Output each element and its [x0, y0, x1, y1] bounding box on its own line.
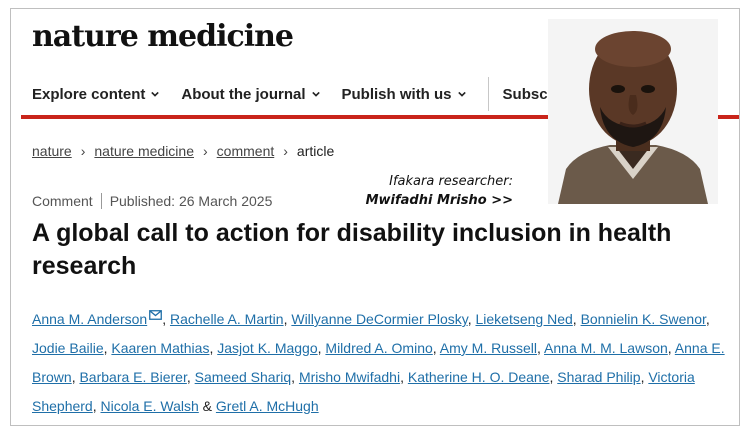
journal-logo[interactable]: nature medicine	[32, 19, 294, 54]
main-navigation: Explore content About the journal Publis…	[32, 77, 570, 111]
author-link[interactable]: Lieketseng Ned	[475, 311, 573, 327]
author-link[interactable]: Gretl A. McHugh	[215, 398, 319, 414]
author-link[interactable]: Anna M. M. Lawson	[544, 340, 668, 356]
author-link[interactable]: Nicola E. Walsh	[100, 398, 199, 414]
caption-line-1: Ifakara researcher:	[389, 174, 513, 189]
chevron-right-icon: ›	[203, 143, 208, 159]
author-separator: ,	[71, 369, 80, 385]
author-separator: ,	[467, 311, 476, 327]
author-link[interactable]: Sameed Shariq	[194, 369, 292, 385]
chevron-down-icon	[311, 91, 320, 97]
researcher-photo	[548, 19, 718, 204]
article-title: A global call to action for disability i…	[32, 219, 672, 280]
author-separator: ,	[572, 311, 581, 327]
nav-about-the-journal[interactable]: About the journal	[181, 85, 320, 103]
nav-divider	[487, 77, 489, 111]
author-separator: ,	[432, 340, 440, 356]
chevron-down-icon	[151, 91, 160, 97]
author-separator: ,	[186, 369, 195, 385]
breadcrumb-link-nature[interactable]: nature	[32, 143, 72, 159]
author-separator: ,	[549, 369, 558, 385]
portrait-illustration	[548, 19, 718, 204]
author-link[interactable]: Mrisho Mwifadhi	[298, 369, 401, 385]
chevron-down-icon	[457, 91, 466, 97]
breadcrumb: nature › nature medicine › comment › art…	[32, 143, 334, 159]
author-link[interactable]: Anna M. Anderson	[32, 311, 148, 327]
nav-explore-content[interactable]: Explore content	[32, 85, 160, 103]
author-separator: ,	[667, 340, 675, 356]
author-separator: ,	[640, 369, 649, 385]
nav-item-label: Explore content	[32, 85, 146, 103]
author-separator: ,	[162, 311, 170, 327]
author-link[interactable]: Barbara E. Bierer	[79, 369, 187, 385]
author-separator: ,	[291, 369, 299, 385]
article-type: Comment	[32, 193, 93, 209]
nav-item-label: Publish with us	[341, 85, 452, 103]
author-link[interactable]: Bonnielin K. Swenor	[580, 311, 706, 327]
author-separator: ,	[537, 340, 545, 356]
breadcrumb-link-comment[interactable]: comment	[216, 143, 275, 159]
nav-publish-with-us[interactable]: Publish with us	[342, 86, 466, 103]
breadcrumb-link-nature-medicine[interactable]: nature medicine	[94, 143, 194, 159]
author-separator: ,	[317, 340, 326, 356]
accent-bar	[21, 115, 739, 119]
screenshot-frame: nature medicine Explore content About th…	[10, 8, 740, 426]
author-link[interactable]: Katherine H. O. Deane	[407, 369, 550, 385]
author-link[interactable]: Mildred A. Omino	[325, 340, 433, 356]
photo-caption: Ifakara researcher: Mwifadhi Mrisho >>	[365, 172, 513, 210]
author-link[interactable]: Jasjot K. Maggo	[217, 340, 318, 356]
author-list: Anna M. Anderson, Rachelle A. Martin, Wi…	[32, 305, 732, 421]
author-link[interactable]: Kaaren Mathias	[111, 340, 210, 356]
author-separator: ,	[283, 311, 292, 327]
author-link[interactable]: Jodie Bailie	[32, 340, 104, 356]
caption-line-2: Mwifadhi Mrisho >>	[365, 193, 513, 208]
author-separator: ,	[103, 340, 112, 356]
author-link[interactable]: Sharad Philip	[557, 369, 641, 385]
author-separator: ,	[400, 369, 408, 385]
author-separator: ,	[209, 340, 218, 356]
author-link[interactable]: Rachelle A. Martin	[169, 311, 284, 327]
article-meta: Comment Published: 26 March 2025	[32, 193, 272, 209]
chevron-right-icon: ›	[283, 143, 288, 159]
nav-subscribe[interactable]: Subsc	[503, 86, 548, 103]
author-separator: &	[198, 398, 216, 414]
nav-item-label: Subsc	[502, 85, 548, 103]
nav-item-label: About the journal	[181, 85, 306, 103]
meta-divider	[100, 193, 102, 209]
email-icon[interactable]	[149, 310, 163, 320]
author-link[interactable]: Amy M. Russell	[439, 340, 538, 356]
chevron-right-icon: ›	[80, 143, 86, 159]
author-separator: ,	[705, 311, 710, 327]
breadcrumb-current: article	[296, 143, 335, 159]
author-link[interactable]: Victoria Shepherd	[32, 369, 695, 414]
author-separator: ,	[92, 398, 101, 414]
author-link[interactable]: Anna E. Brown	[32, 340, 725, 385]
author-link[interactable]: Willyanne DeCormier Plosky	[291, 311, 468, 327]
published-date: Published: 26 March 2025	[109, 193, 273, 209]
